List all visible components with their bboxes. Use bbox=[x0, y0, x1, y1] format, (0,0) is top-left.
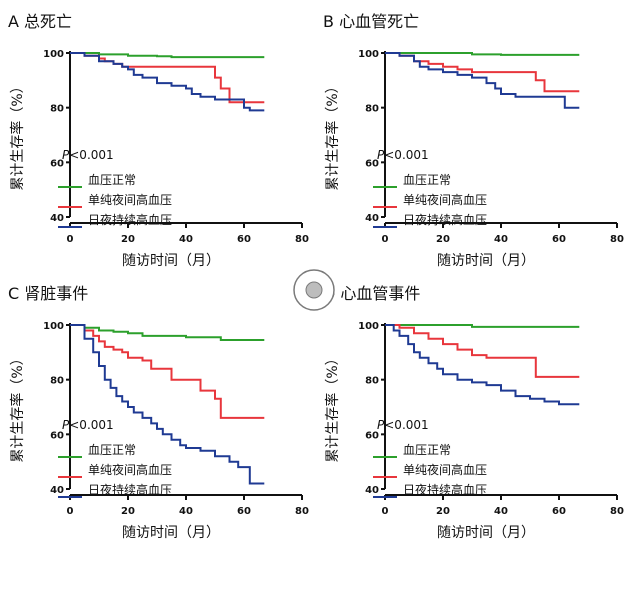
x-tick-label: 0 bbox=[67, 234, 74, 245]
center-circle-icon bbox=[293, 269, 335, 311]
p-value-symbol: P bbox=[377, 418, 385, 432]
y-tick-label: 40 bbox=[365, 213, 379, 224]
x-tick-label: 80 bbox=[610, 234, 624, 245]
x-axis-label: 随访时间（月） bbox=[122, 525, 220, 541]
x-tick-label: 80 bbox=[295, 506, 309, 517]
x-tick-label: 40 bbox=[179, 234, 193, 245]
legend-label: 血压正常 bbox=[403, 173, 451, 187]
x-tick-label: 80 bbox=[610, 506, 624, 517]
y-tick-label: 60 bbox=[50, 430, 64, 441]
x-tick-label: 60 bbox=[552, 506, 566, 517]
p-value-annotation: P<0.001 bbox=[377, 148, 429, 162]
x-tick-label: 0 bbox=[382, 506, 389, 517]
legend-label: 单纯夜间高血压 bbox=[403, 192, 487, 207]
panel-letter: B bbox=[323, 12, 339, 31]
y-tick-label: 100 bbox=[358, 49, 379, 60]
chart-panel-b: B 心血管死亡 40 60 80 100 0 20 40 60 80 随访时间（月） 累计生存率（%）… bbox=[323, 12, 624, 269]
x-tick-label: 60 bbox=[237, 234, 251, 245]
legend-label: 单纯夜间高血压 bbox=[403, 462, 487, 477]
y-tick-label: 80 bbox=[365, 376, 379, 387]
legend-label: 单纯夜间高血压 bbox=[88, 192, 172, 207]
y-axis-label: 累计生存率（%） bbox=[324, 351, 341, 462]
x-tick-label: 20 bbox=[121, 234, 135, 245]
p-value-text: <0.001 bbox=[69, 418, 113, 432]
legend-label: 日夜持续高血压 bbox=[88, 212, 172, 227]
series-line-1 bbox=[385, 324, 580, 328]
legend-label: 日夜持续高血压 bbox=[403, 482, 487, 497]
y-tick-label: 80 bbox=[50, 376, 64, 387]
y-tick-label: 60 bbox=[365, 430, 379, 441]
y-tick-label: 60 bbox=[50, 158, 64, 169]
y-axis-label: 累计生存率（%） bbox=[9, 351, 26, 462]
legend-label: 日夜持续高血压 bbox=[88, 482, 172, 497]
x-axis-label: 随访时间（月） bbox=[437, 525, 535, 541]
y-tick-label: 100 bbox=[43, 49, 64, 60]
x-tick-label: 60 bbox=[237, 506, 251, 517]
series-line-2 bbox=[70, 324, 265, 419]
p-value-symbol: P bbox=[62, 418, 70, 432]
x-tick-label: 40 bbox=[179, 506, 193, 517]
x-axis-label: 随访时间（月） bbox=[437, 253, 535, 269]
p-value-annotation: P<0.001 bbox=[62, 418, 114, 432]
p-value-symbol: P bbox=[377, 148, 385, 162]
y-axis-label: 累计生存率（%） bbox=[9, 79, 26, 190]
y-tick-label: 40 bbox=[365, 485, 379, 496]
x-tick-label: 60 bbox=[552, 234, 566, 245]
series-line-3 bbox=[70, 52, 265, 112]
chart-panel-c: C 肾脏事件 40 60 80 100 0 20 40 60 80 随访时间（月） 累计生存率（%） P… bbox=[8, 284, 309, 541]
x-tick-label: 40 bbox=[494, 506, 508, 517]
y-tick-label: 80 bbox=[50, 104, 64, 115]
x-tick-label: 40 bbox=[494, 234, 508, 245]
y-tick-label: 100 bbox=[358, 321, 379, 332]
y-tick-label: 40 bbox=[50, 213, 64, 224]
p-value-annotation: P<0.001 bbox=[62, 148, 114, 162]
x-tick-label: 80 bbox=[295, 234, 309, 245]
y-tick-label: 40 bbox=[50, 485, 64, 496]
series-line-1 bbox=[385, 52, 580, 56]
chart-panel-a: A 总死亡 40 60 80 100 0 20 40 60 80 随访时间（月） 累计生存率（%） P<… bbox=[8, 12, 309, 269]
panel-letter: C bbox=[8, 284, 24, 303]
y-tick-label: 80 bbox=[365, 104, 379, 115]
panel-title: A 总死亡 bbox=[8, 12, 72, 31]
legend-label: 血压正常 bbox=[88, 443, 136, 457]
x-tick-label: 0 bbox=[382, 234, 389, 245]
panel-title-text: 心血管死亡 bbox=[339, 12, 419, 31]
x-axis-label: 随访时间（月） bbox=[122, 253, 220, 269]
series-line-1 bbox=[70, 324, 265, 341]
panel-title-text: 总死亡 bbox=[24, 12, 72, 31]
x-tick-label: 20 bbox=[121, 506, 135, 517]
chart-panel-d: D 心血管事件 40 60 80 100 0 20 40 60 80 随访时间（月） 累计生存率（%）… bbox=[323, 284, 624, 541]
series-line-2 bbox=[385, 324, 580, 378]
legend-label: 血压正常 bbox=[403, 443, 451, 457]
panel-title: D 心血管事件 bbox=[323, 284, 420, 303]
series-line-3 bbox=[385, 52, 580, 109]
panel-title-text: 肾脏事件 bbox=[24, 284, 88, 303]
legend-label: 单纯夜间高血压 bbox=[88, 462, 172, 477]
p-value-text: <0.001 bbox=[384, 148, 428, 162]
p-value-text: <0.001 bbox=[69, 148, 113, 162]
series-line-3 bbox=[70, 324, 265, 485]
y-axis-label: 累计生存率（%） bbox=[324, 79, 341, 190]
series-line-1 bbox=[70, 52, 265, 59]
y-tick-label: 60 bbox=[365, 158, 379, 169]
p-value-annotation: P<0.001 bbox=[377, 418, 429, 432]
panel-title-text: 心血管事件 bbox=[340, 284, 420, 303]
x-tick-label: 20 bbox=[436, 234, 450, 245]
x-tick-label: 20 bbox=[436, 506, 450, 517]
panel-title: B 心血管死亡 bbox=[323, 12, 419, 31]
p-value-text: <0.001 bbox=[384, 418, 428, 432]
panel-letter: A bbox=[8, 12, 24, 31]
p-value-symbol: P bbox=[62, 148, 70, 162]
panel-title: C 肾脏事件 bbox=[8, 284, 88, 303]
legend-label: 血压正常 bbox=[88, 173, 136, 187]
series-line-3 bbox=[385, 324, 580, 406]
legend-label: 日夜持续高血压 bbox=[403, 212, 487, 227]
x-tick-label: 0 bbox=[67, 506, 74, 517]
y-tick-label: 100 bbox=[43, 321, 64, 332]
